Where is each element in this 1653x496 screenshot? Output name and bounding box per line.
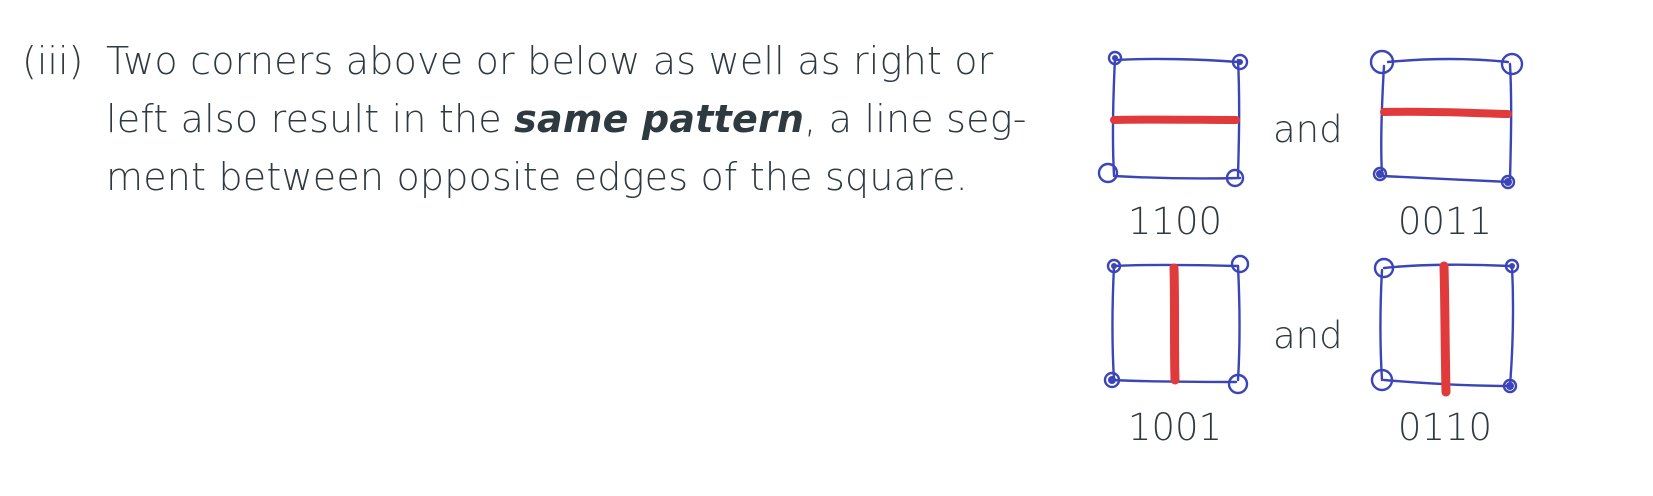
text-line-1: Two corners above or below as well as ri… (106, 39, 994, 83)
text-line-2-end: , a line seg- (804, 97, 1027, 141)
sketch-square-0110 (1370, 257, 1520, 397)
emphasis-same-pattern: same pattern (514, 97, 805, 141)
caption-0110: 0110 (1397, 406, 1493, 449)
sketch-square-1001 (1103, 254, 1250, 395)
and-label-bottom: and (1273, 314, 1343, 357)
and-label-top: and (1273, 108, 1343, 151)
text-line-3: ment between opposite edges of the squar… (106, 155, 968, 199)
list-marker: (iii) (22, 39, 84, 83)
caption-1001: 1001 (1127, 406, 1223, 449)
caption-0011: 0011 (1397, 200, 1493, 243)
sketch-square-1100 (1097, 50, 1249, 188)
sketch-square-0011 (1369, 49, 1524, 190)
text-line-2: left also result in the same pattern, a … (106, 90, 1026, 148)
pattern-figure: and and 1100 0011 1001 0110 (1097, 40, 1630, 490)
caption-1100: 1100 (1127, 200, 1223, 243)
item-text: Two corners above or below as well as ri… (106, 32, 1026, 206)
text-line-2-start: left also result in the (106, 97, 515, 141)
